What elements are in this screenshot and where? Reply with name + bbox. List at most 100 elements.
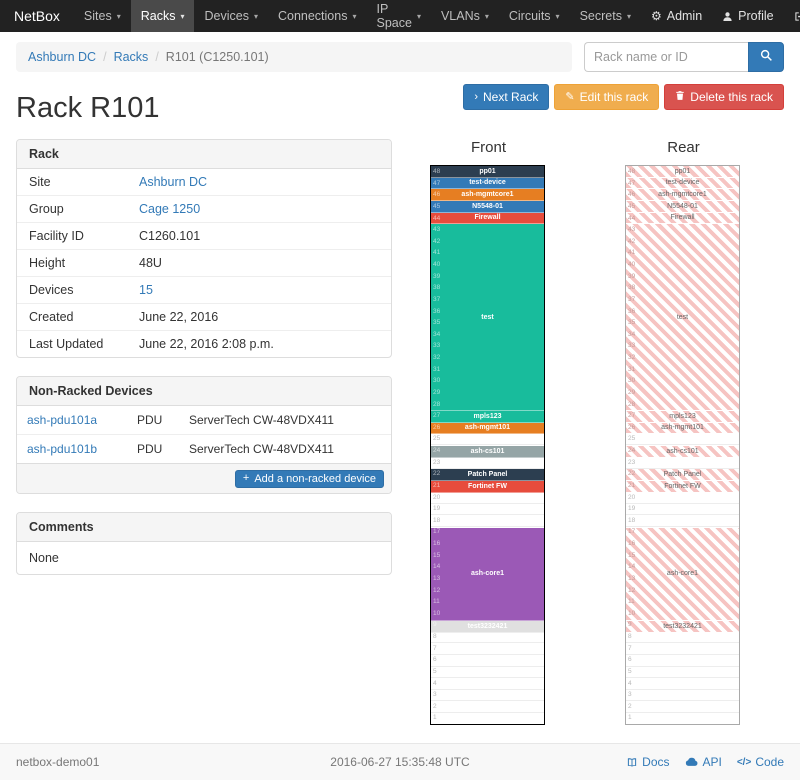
rack-unit-25 (626, 434, 739, 446)
chevron-right-icon: › (474, 90, 479, 103)
rack-device-ash-cs101[interactable]: ash-cs101 (626, 446, 739, 458)
device-link[interactable]: ash-pdu101b (27, 442, 98, 456)
rack-device-ash-cs101[interactable]: ash-cs101 (431, 446, 544, 458)
rack-unit-3 (431, 690, 544, 702)
site-link[interactable]: Ashburn DC (139, 175, 208, 189)
code-label: Code (755, 755, 784, 769)
log-out-icon (794, 11, 800, 22)
logout-link[interactable]: Log out (784, 0, 800, 32)
admin-label: Admin (666, 9, 703, 23)
rack-device-Firewall[interactable]: Firewall (626, 212, 739, 225)
search-icon (760, 49, 773, 65)
rack-device-Patch Panel[interactable]: Patch Panel (626, 469, 739, 481)
docs-link[interactable]: Docs (626, 755, 670, 769)
nav-item-vlans[interactable]: VLANs ▾ (431, 0, 499, 32)
rack-device-test-device[interactable]: test-device (626, 177, 739, 190)
rack-device-Patch Panel[interactable]: Patch Panel (431, 469, 544, 481)
rack-attr-table: Site Ashburn DC Group Cage 1250 Facility I… (17, 169, 391, 357)
table-row: Group Cage 1250 (17, 195, 391, 223)
rack-search-input[interactable] (584, 42, 748, 72)
nav-label: Sites (83, 9, 112, 23)
rack-device-ash-mgmtcore1[interactable]: ash-mgmtcore1 (431, 189, 544, 201)
comments-panel-heading: Comments (17, 512, 391, 542)
device-model-cell: ServerTech CW-48VDX411 (189, 413, 334, 427)
rack-unit-8 (431, 632, 544, 644)
breadcrumb-item-racks: Racks (96, 50, 149, 64)
caret-down-icon: ▾ (484, 11, 489, 21)
device-role-cell: PDU (137, 413, 163, 427)
nav-item-secrets[interactable]: Secrets ▾ (570, 0, 641, 32)
rack-device-ash-core1[interactable]: ash-core1 (431, 527, 544, 621)
breadcrumb-item-site: Ashburn DC (28, 50, 96, 64)
attr-value: 48U (127, 249, 391, 277)
device-link[interactable]: ash-pdu101a (27, 413, 98, 427)
pencil-icon: ✎ (565, 90, 575, 103)
attr-value: Cage 1250 (127, 195, 391, 223)
devices-count-link[interactable]: 15 (139, 283, 153, 297)
delete-rack-button[interactable]: Delete this rack (664, 84, 784, 110)
rack-device-ash-mgmt101[interactable]: ash-mgmt101 (626, 422, 739, 435)
front-elevation-title: Front (470, 139, 506, 156)
add-nonracked-label: Add a non-racked device (254, 472, 376, 485)
rack-device-ash-core1[interactable]: ash-core1 (626, 527, 739, 621)
rack-device-Fortinet FW[interactable]: Fortinet FW (626, 481, 739, 493)
next-rack-button[interactable]: › Next Rack (463, 84, 550, 110)
rack-device-ash-mgmtcore1[interactable]: ash-mgmtcore1 (626, 189, 739, 201)
add-nonracked-device-button[interactable]: + Add a non-racked device (234, 469, 384, 488)
attr-label: Devices (17, 276, 127, 304)
rack-unit-25 (431, 434, 544, 446)
rack-device-Firewall[interactable]: Firewall (431, 212, 544, 225)
nav-item-sites[interactable]: Sites ▾ (74, 0, 131, 32)
rack-unit-19 (626, 504, 739, 516)
device-name-cell: ash-pdu101b (17, 434, 127, 463)
footer-links: Docs API </> Code (528, 755, 784, 769)
table-row: ash-pdu101a PDU ServerTech CW-48VDX411 (17, 406, 391, 435)
rack-device-N5548-01[interactable]: N5548-01 (626, 201, 739, 213)
code-icon: </> (736, 756, 752, 768)
breadcrumb-link-site[interactable]: Ashburn DC (28, 50, 97, 64)
gear-icon: ⚙ (650, 9, 662, 23)
nav-item-ip-space[interactable]: IP Space ▾ (366, 0, 430, 32)
rack-device-test[interactable]: test (626, 224, 739, 411)
nav-label: Racks (140, 9, 176, 23)
rack-device-test3232421[interactable]: test3232421 (626, 621, 739, 633)
group-link[interactable]: Cage 1250 (139, 202, 201, 216)
rack-search-button[interactable] (748, 42, 784, 72)
table-row: Created June 22, 2016 (17, 303, 391, 331)
comments-panel: Comments None (16, 511, 392, 575)
api-label: API (702, 755, 722, 769)
nav-item-racks[interactable]: Racks ▾ (130, 0, 195, 32)
nav-item-circuits[interactable]: Circuits ▾ (499, 0, 570, 32)
table-row: Devices 15 (17, 276, 391, 304)
edit-rack-button[interactable]: ✎ Edit this rack (554, 84, 660, 110)
nav-item-devices[interactable]: Devices ▾ (194, 0, 267, 32)
device-role-cell: PDU (127, 434, 179, 463)
rack-device-test-device[interactable]: test-device (431, 177, 544, 190)
api-link[interactable]: API (685, 755, 722, 769)
rack-device-N5548-01[interactable]: N5548-01 (431, 201, 544, 213)
admin-link[interactable]: ⚙ Admin (641, 0, 712, 32)
rack-device-pp01[interactable]: pp01 (626, 166, 739, 178)
rack-unit-7 (626, 643, 739, 655)
rack-panel: Rack Site Ashburn DC Group Cage 1250 Facil… (16, 139, 392, 358)
rack-device-mpls123[interactable]: mpls123 (626, 411, 739, 423)
rack-device-Fortinet FW[interactable]: Fortinet FW (431, 481, 544, 493)
rack-device-ash-mgmt101[interactable]: ash-mgmt101 (431, 422, 544, 435)
rack-actions: › Next Rack ✎ Edit this rack Delete this r… (463, 84, 784, 110)
nav-item-connections[interactable]: Connections ▾ (268, 0, 367, 32)
code-link[interactable]: </> Code (737, 755, 784, 769)
breadcrumb-current: R101 (C1250.101) (165, 50, 269, 64)
profile-link[interactable]: Profile (712, 0, 783, 32)
created-value: June 22, 2016 (139, 310, 219, 324)
trash-icon (675, 90, 685, 104)
rack-unit-5 (626, 667, 739, 679)
updated-value: June 22, 2016 2:08 p.m. (139, 337, 274, 351)
rack-unit-6 (431, 655, 544, 667)
rack-device-test[interactable]: test (431, 224, 544, 411)
caret-down-icon: ▾ (416, 11, 421, 21)
brand-logo[interactable]: NetBox (14, 8, 60, 24)
rack-device-mpls123[interactable]: mpls123 (431, 411, 544, 423)
rack-device-test3232421[interactable]: test3232421 (431, 621, 544, 633)
rack-device-pp01[interactable]: pp01 (431, 166, 544, 178)
breadcrumb-link-racks[interactable]: Racks (113, 50, 149, 64)
